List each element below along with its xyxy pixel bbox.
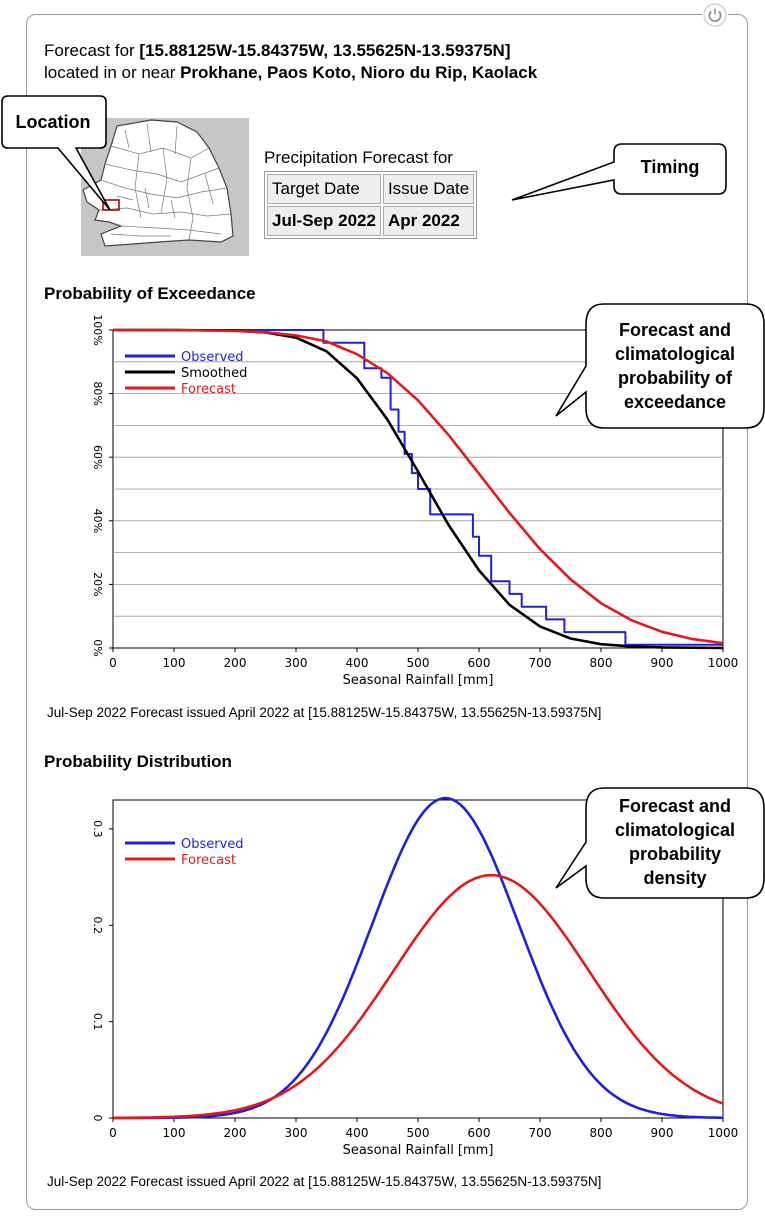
x-tick-label: 400 — [346, 1126, 369, 1140]
located-prefix: located in or near — [44, 63, 181, 82]
timing-table: Target Date Issue Date Jul-Sep 2022 Apr … — [264, 171, 478, 239]
forecast-panel — [26, 14, 748, 1210]
x-tick-label: 300 — [285, 1126, 308, 1140]
distribution-caption: Jul-Sep 2022 Forecast issued April 2022 … — [47, 1174, 602, 1189]
location-callout-label: Location — [15, 112, 91, 132]
y-tick-label: 0.3 — [91, 820, 104, 838]
y-tick-label: 0.2 — [91, 917, 104, 935]
density-callout-line: density — [643, 868, 707, 888]
location-map — [81, 118, 249, 256]
density-callout — [555, 787, 765, 899]
target-location-marker — [102, 199, 120, 211]
exceedance-callout-line: Forecast and — [618, 320, 732, 340]
legend-label: Observed — [181, 837, 244, 852]
timing-title: Precipitation Forecast for — [264, 148, 453, 167]
series-observed-line — [113, 796, 724, 1120]
x-tick-label: 900 — [651, 1126, 674, 1140]
y-tick-label: 60% — [91, 445, 104, 469]
series-forecast-line — [112, 873, 724, 1120]
power-icon — [703, 3, 727, 27]
place-names: Prokhane, Paos Koto, Nioro du Rip, Kaola… — [180, 63, 538, 82]
x-tick-label: 800 — [590, 656, 613, 670]
x-tick-label: 500 — [407, 1126, 430, 1140]
forecast-prefix: Forecast for — [44, 41, 140, 60]
legend-label: Forecast — [181, 853, 236, 868]
x-axis-label: Seasonal Rainfall [mm] — [343, 1143, 494, 1158]
x-tick-label: 100 — [163, 656, 186, 670]
forecast-location-line: Forecast for [15.88125W-15.84375W, 13.55… — [44, 40, 511, 62]
y-tick-label: 20% — [91, 572, 104, 596]
series-forecast-line — [113, 328, 724, 645]
exceedance-caption: Jul-Sep 2022 Forecast issued April 2022 … — [47, 705, 602, 720]
located-near-line: located in or near Prokhane, Paos Koto, … — [44, 62, 537, 84]
density-callout-line: climatological — [614, 820, 736, 840]
exceedance-callout — [555, 303, 765, 429]
power-button[interactable] — [702, 2, 728, 28]
y-tick-label: 0 — [91, 1115, 104, 1122]
series-observed-line — [113, 329, 723, 646]
y-tick-label: 0% — [91, 639, 104, 656]
density-callout-line: probability — [628, 844, 721, 864]
y-tick-label: 100% — [91, 314, 104, 345]
exceedance-title: Probability of Exceedance — [44, 284, 256, 303]
legend-label: Forecast — [181, 382, 236, 397]
density-callout-line: Forecast and — [618, 796, 732, 816]
x-tick-label: 200 — [224, 656, 247, 670]
y-tick-label: 40% — [91, 509, 104, 533]
x-tick-label: 0 — [109, 1126, 117, 1140]
issue-date-value: Apr 2022 — [382, 206, 475, 236]
y-tick-label: 80% — [91, 381, 104, 405]
x-tick-label: 900 — [651, 656, 674, 670]
x-tick-label: 500 — [407, 656, 430, 670]
legend-label: Observed — [181, 350, 244, 365]
x-tick-label: 700 — [529, 1126, 552, 1140]
x-tick-label: 300 — [285, 656, 308, 670]
exceedance-callout-line: probability of — [618, 368, 732, 388]
x-tick-label: 200 — [224, 1126, 247, 1140]
forecast-coords: [15.88125W-15.84375W, 13.55625N-13.59375… — [139, 41, 511, 60]
x-tick-label: 1000 — [708, 656, 739, 670]
timing-callout-label: Timing — [640, 157, 700, 177]
exceedance-callout-line: exceedance — [623, 392, 727, 412]
timing-value-row: Jul-Sep 2022 Apr 2022 — [267, 206, 475, 236]
x-tick-label: 700 — [529, 656, 552, 670]
distribution-title: Probability Distribution — [44, 752, 232, 771]
x-axis-label: Seasonal Rainfall [mm] — [343, 673, 494, 688]
x-tick-label: 100 — [163, 1126, 186, 1140]
timing-header-row: Target Date Issue Date — [267, 174, 475, 204]
x-tick-label: 600 — [468, 656, 491, 670]
y-tick-label: 0.1 — [91, 1013, 104, 1031]
location-callout — [1, 95, 110, 211]
density-callout-text: Forecast and climatological probability … — [590, 794, 760, 890]
x-tick-label: 0 — [109, 656, 117, 670]
x-tick-label: 1000 — [708, 1126, 739, 1140]
exceedance-callout-text: Forecast and climatological probability … — [590, 318, 760, 414]
x-tick-label: 600 — [468, 1126, 491, 1140]
exceedance-callout-line: climatological — [614, 344, 736, 364]
x-tick-label: 400 — [346, 656, 369, 670]
timing-callout — [511, 143, 727, 201]
target-date-value: Jul-Sep 2022 — [267, 206, 381, 236]
issue-date-label: Issue Date — [382, 174, 475, 204]
x-tick-label: 800 — [590, 1126, 613, 1140]
legend-label: Smoothed — [181, 366, 247, 381]
target-date-label: Target Date — [267, 174, 381, 204]
